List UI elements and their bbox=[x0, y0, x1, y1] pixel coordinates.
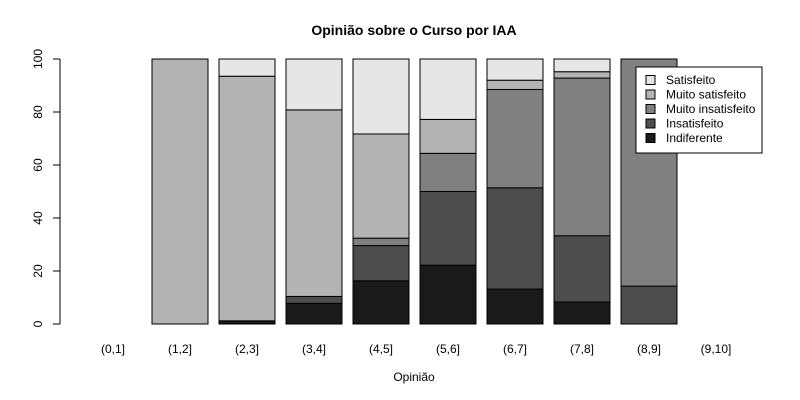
bar-segment: (7,8] — Muito satisfeito: 2.4 bbox=[553, 71, 611, 79]
x-tick-label: (4,5] bbox=[369, 342, 393, 356]
legend-label: Insatisfeito bbox=[666, 117, 724, 131]
legend-swatch bbox=[645, 89, 656, 100]
x-tick-label: (8,9] bbox=[637, 342, 661, 356]
y-axis: 0 20 40 60 80 100 bbox=[31, 49, 61, 327]
y-tick-label: 40 bbox=[31, 211, 45, 225]
bar-segment: (4,5] — Muito insatisfeito: 2.8 bbox=[352, 237, 410, 247]
bar-segment: (4,5] — Satisfeito: 28.3 bbox=[352, 58, 410, 135]
bar-segment: (5,6] — Muito satisfeito: 12.8 bbox=[419, 118, 477, 154]
bar-segment: (5,6] — Satisfeito: 22.8 bbox=[419, 58, 477, 120]
legend-box bbox=[635, 66, 763, 154]
bar-segment: (5,6] — Insatisfeito: 27.8 bbox=[419, 191, 477, 266]
bar-segment: (1,2] — Muito satisfeito: 100 bbox=[151, 58, 209, 325]
bar-segment: (6,7] — Muito satisfeito: 3.5 bbox=[486, 79, 544, 90]
bar-segment: (6,7] — Satisfeito: 8 bbox=[486, 58, 544, 81]
bar-segment: (4,5] — Muito satisfeito: 39.3 bbox=[352, 133, 410, 239]
y-tick-label: 80 bbox=[31, 105, 45, 119]
legend-label: Satisfeito bbox=[666, 73, 716, 87]
x-tick-labels: (0,1] (1,2] (2,3] (3,4] (4,5] (5,6] (6,7] (7,8]… bbox=[101, 342, 731, 356]
legend-label: Muito insatisfeito bbox=[666, 102, 756, 116]
bar-segment: (7,8] — Indiferente: 8.3 bbox=[553, 301, 611, 325]
x-tick-label: (3,4] bbox=[302, 342, 326, 356]
legend-label: Muito satisfeito bbox=[666, 88, 746, 102]
bar-segment: (6,7] — Indiferente: 13.2 bbox=[486, 288, 544, 325]
y-tick-label: 100 bbox=[31, 49, 45, 69]
bar-segment: (2,3] — Muito satisfeito: 92.3 bbox=[218, 75, 276, 322]
bar-segment: (7,8] — Insatisfeito: 25 bbox=[553, 235, 611, 303]
legend-swatch bbox=[645, 104, 656, 114]
legend-swatch bbox=[645, 75, 656, 85]
y-tick-label: 0 bbox=[31, 320, 45, 327]
x-tick-label: (5,6] bbox=[436, 342, 460, 356]
legend-label: Indiferente bbox=[666, 131, 723, 145]
legend-swatch bbox=[645, 133, 656, 143]
bar-segment: (7,8] — Muito insatisfeito: 59.5 bbox=[553, 77, 611, 237]
y-tick-label: 20 bbox=[31, 264, 45, 278]
bar-segment: (6,7] — Muito insatisfeito: 37.1 bbox=[486, 88, 544, 189]
x-tick-label: (0,1] bbox=[101, 342, 125, 356]
chart-title: Opinião sobre o Curso por IAA bbox=[311, 22, 516, 38]
bar-segment: (5,6] — Muito insatisfeito: 14.4 bbox=[419, 152, 477, 192]
x-tick-label: (2,3] bbox=[235, 342, 259, 356]
bar-segment: (3,4] — Indiferente: 7.8 bbox=[285, 302, 343, 325]
y-tick-label: 60 bbox=[31, 158, 45, 172]
bar-segment: (4,5] — Indiferente: 16.3 bbox=[352, 280, 410, 325]
bars-group: (1,2] — Muito satisfeito: 100(2,3] — Ind… bbox=[151, 58, 678, 325]
x-tick-label: (1,2] bbox=[168, 342, 192, 356]
bar-segment: (3,4] — Satisfeito: 19.2 bbox=[285, 58, 343, 111]
bar-segment: (8,9] — Insatisfeito: 14.3 bbox=[620, 285, 678, 325]
bar-segment: (2,3] — Satisfeito: 6.5 bbox=[218, 58, 276, 77]
bar-segment: (4,5] — Insatisfeito: 13.3 bbox=[352, 245, 410, 282]
legend-swatch bbox=[645, 118, 656, 129]
bar-segment: (5,6] — Indiferente: 22.2 bbox=[419, 264, 477, 325]
bar-segment: (6,7] — Insatisfeito: 38.2 bbox=[486, 187, 544, 290]
x-tick-label: (6,7] bbox=[503, 342, 527, 356]
bar-segment: (7,8] — Satisfeito: 4.8 bbox=[553, 58, 611, 73]
bar-segment: (3,4] — Insatisfeito: 2.6 bbox=[285, 295, 343, 304]
bar-segment: (3,4] — Muito satisfeito: 70.4 bbox=[285, 109, 343, 297]
x-tick-label: (7,8] bbox=[570, 342, 594, 356]
x-tick-label: (9,10] bbox=[701, 342, 732, 356]
x-axis-label: Opinião bbox=[393, 370, 435, 384]
